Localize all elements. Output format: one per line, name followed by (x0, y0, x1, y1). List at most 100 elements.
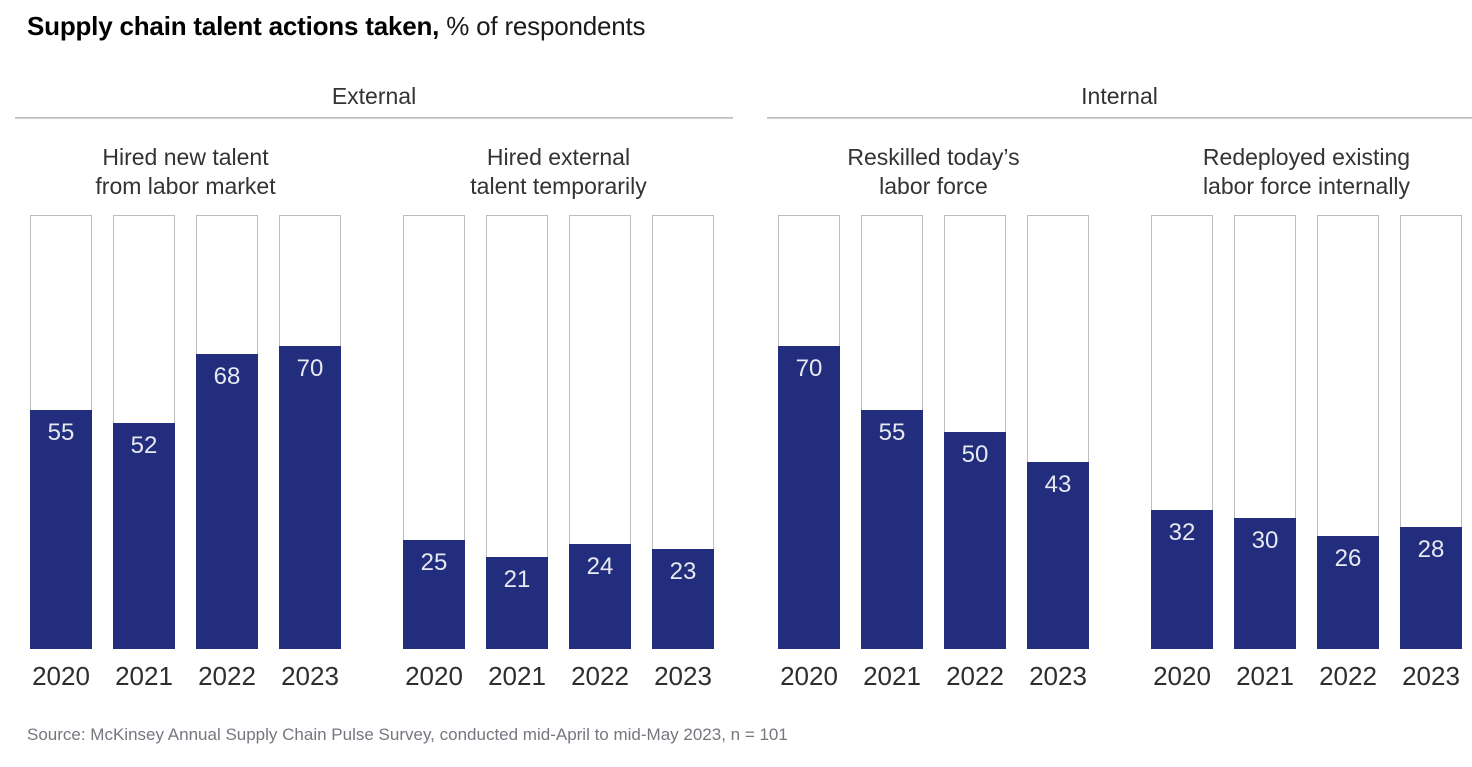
chart-group-title: Redeployed existing labor force internall… (1151, 143, 1462, 201)
bar-value-label: 70 (296, 354, 324, 382)
bar-value-label: 30 (1251, 527, 1279, 555)
bar: 43 (1027, 462, 1089, 649)
bar: 25 (403, 540, 465, 649)
bar-column: 55 (30, 215, 92, 649)
section-external: External Hired new talent from labor marke… (15, 84, 733, 691)
bar-column: 32 (1151, 215, 1213, 649)
chart-group-title: Reskilled today’s labor force (778, 143, 1089, 201)
bar-chart: 25 21 24 23 (403, 215, 714, 649)
x-axis-label-text: 2023 (654, 661, 712, 691)
bar: 21 (486, 557, 548, 649)
bar: 32 (1151, 509, 1213, 649)
x-axis-label-year: 2020 (778, 661, 840, 691)
section-divider (767, 117, 1472, 119)
chart-group: Redeployed existing labor force internall… (1151, 119, 1462, 691)
bar: 70 (778, 345, 840, 649)
x-axis-label-year: 2020 (403, 661, 465, 691)
chart-group-title-line: labor force internally (1202, 173, 1411, 199)
x-axis-label-year: 2022 (569, 661, 631, 691)
bar-value-label: 25 (420, 549, 448, 576)
x-axis-label-year: 2021 (861, 661, 923, 691)
x-axis-label-text: 2020 (1153, 661, 1211, 691)
x-axis-label-year: 2020 (30, 661, 92, 691)
bar-value-label: 70 (795, 354, 823, 382)
bar: 55 (30, 410, 92, 649)
bar-column: 28 (1400, 215, 1462, 649)
x-axis-label-year: 2021 (1234, 661, 1296, 691)
section-divider (15, 117, 733, 119)
bar: 28 (1400, 527, 1462, 649)
x-axis-label-year: 2021 (113, 661, 175, 691)
x-axis: 2020 2021 2022 2023 (30, 661, 341, 691)
page-title-unit: % of respondents (439, 11, 646, 41)
x-axis-label-text: 2021 (488, 661, 546, 691)
x-axis: 2020 2021 2022 2023 (403, 661, 714, 691)
bar: 23 (652, 548, 714, 649)
bar: 55 (861, 410, 923, 649)
section-internal: Internal Reskilled today’s labor force 70 55… (767, 84, 1472, 691)
section-label-external: External (331, 83, 417, 109)
x-axis-label-text: 2022 (946, 661, 1004, 691)
bar-value-label: 28 (1417, 536, 1445, 564)
x-axis-label-text: 2022 (571, 661, 629, 691)
chart-group: Hired external talent temporarily 25 21 24 23… (403, 119, 714, 691)
bar-chart: 70 55 50 43 (778, 215, 1089, 649)
x-axis-label-text: 2022 (198, 661, 256, 691)
bar-value-label: 32 (1168, 518, 1196, 546)
bar-column: 43 (1027, 215, 1089, 649)
chart-group-title-line: from labor market (95, 173, 276, 199)
bar-value-label: 52 (130, 432, 158, 460)
bar-column: 26 (1317, 215, 1379, 649)
x-axis-label-text: 2020 (32, 661, 90, 691)
chart-group: Reskilled today’s labor force 70 55 50 43 2020… (778, 119, 1089, 691)
bar: 68 (196, 354, 258, 649)
x-axis: 2020 2021 2022 2023 (778, 661, 1089, 691)
bar-value-label: 24 (586, 553, 614, 581)
bar-value-label: 50 (961, 441, 989, 468)
x-axis-label-year: 2023 (1400, 661, 1462, 691)
bar-column: 50 (944, 215, 1006, 649)
x-axis-label-text: 2021 (863, 661, 921, 691)
bar-column: 52 (113, 215, 175, 649)
x-axis-label-year: 2022 (196, 661, 258, 691)
bar-column: 23 (652, 215, 714, 649)
bar-column: 24 (569, 215, 631, 649)
bar-value-label: 55 (47, 419, 75, 447)
x-axis-label-text: 2023 (281, 661, 339, 691)
chart-group-title-line: talent temporarily (470, 173, 647, 199)
chart-group-title-line: Redeployed existing (1202, 144, 1411, 170)
chart-group-title: Hired new talent from labor market (30, 143, 341, 201)
page-title: Supply chain talent actions taken, % of … (15, 10, 1472, 42)
bar: 26 (1317, 535, 1379, 649)
bar-column: 30 (1234, 215, 1296, 649)
bar: 52 (113, 423, 175, 649)
bar: 30 (1234, 518, 1296, 649)
bar-column: 70 (778, 215, 840, 649)
bar-column: 68 (196, 215, 258, 649)
x-axis-label-year: 2021 (486, 661, 548, 691)
section-groups: Reskilled today’s labor force 70 55 50 43 2020… (767, 119, 1472, 691)
bar-column: 70 (279, 215, 341, 649)
x-axis-label-year: 2022 (944, 661, 1006, 691)
x-axis-label-text: 2022 (1319, 661, 1377, 691)
bar-column: 21 (486, 215, 548, 649)
bar-chart: 32 30 26 28 (1151, 215, 1462, 649)
chart-group-title: Hired external talent temporarily (403, 143, 714, 201)
chart-group-title-line: Hired new talent (102, 144, 269, 170)
bar-value-label: 26 (1334, 544, 1362, 572)
x-axis-label-text: 2021 (115, 661, 173, 691)
x-axis-label-text: 2023 (1029, 661, 1087, 691)
x-axis-label-year: 2023 (1027, 661, 1089, 691)
bar-value-label: 55 (878, 419, 906, 447)
chart-group-title-line: Reskilled today’s (847, 144, 1020, 170)
bar: 24 (569, 544, 631, 649)
chart-group-title-line: labor force (879, 173, 988, 199)
x-axis-label-year: 2023 (279, 661, 341, 691)
chart-group-title-line: Hired external (486, 144, 631, 170)
source-note: Source: McKinsey Annual Supply Chain Pul… (27, 725, 788, 744)
bar-value-label: 68 (213, 363, 241, 391)
x-axis-label-text: 2021 (1236, 661, 1294, 691)
section-label-internal: Internal (1081, 83, 1158, 109)
bar-value-label: 43 (1044, 471, 1072, 499)
